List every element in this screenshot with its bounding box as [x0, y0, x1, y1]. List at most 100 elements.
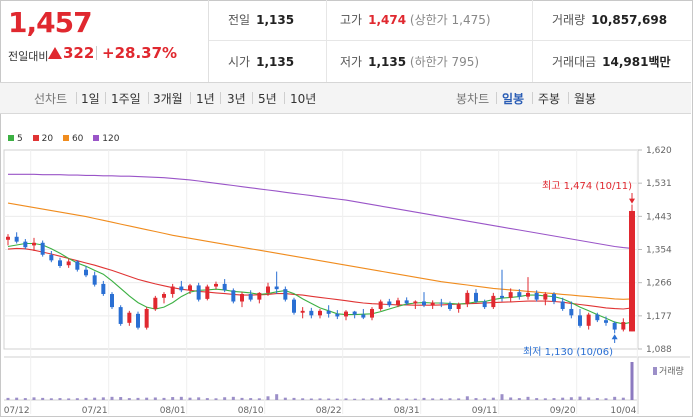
- candle-body: [517, 292, 522, 297]
- candle-body: [14, 236, 19, 242]
- period-5y[interactable]: 5년: [258, 92, 277, 106]
- volume-bar: [335, 398, 339, 400]
- candle-body: [482, 301, 487, 308]
- volume-bar: [214, 398, 218, 400]
- volume-bar: [32, 397, 36, 400]
- volume-bar: [153, 397, 157, 400]
- period-10y[interactable]: 10년: [290, 92, 317, 106]
- volume-bar: [630, 362, 634, 400]
- candle: [578, 308, 582, 328]
- candle-body: [75, 261, 80, 270]
- y-tick-label: 1,266: [646, 279, 672, 289]
- volume-bar: [275, 394, 279, 400]
- candle: [49, 250, 54, 263]
- candle: [604, 316, 608, 326]
- candle: [101, 280, 106, 296]
- volume-bar: [197, 397, 201, 400]
- volume-bar: [535, 398, 539, 400]
- candle: [387, 298, 392, 308]
- volume-bar: [15, 397, 19, 400]
- volume-bar: [379, 397, 383, 400]
- candle-body: [188, 285, 192, 291]
- candle-body: [552, 294, 556, 302]
- divider: [252, 92, 253, 104]
- candle-body: [543, 294, 548, 300]
- candle: [526, 277, 530, 300]
- candle-body: [240, 294, 244, 302]
- volume-bar: [561, 397, 565, 400]
- candle: [352, 310, 357, 319]
- period-1d[interactable]: 1일: [81, 92, 100, 106]
- candle-body: [231, 290, 236, 302]
- divider: [532, 0, 533, 82]
- volume-bar: [465, 396, 469, 400]
- candle: [292, 297, 296, 315]
- candle-body: [92, 275, 97, 285]
- candle-weekly[interactable]: 주봉: [538, 92, 561, 106]
- candle-body: [205, 286, 210, 299]
- volume-bar: [136, 397, 140, 400]
- period-3m[interactable]: 3개월: [153, 92, 183, 106]
- candle-body: [586, 314, 591, 326]
- candle: [58, 257, 62, 268]
- volume-bar: [500, 394, 504, 400]
- candle: [248, 290, 253, 302]
- candle: [396, 297, 400, 308]
- x-tick-label: 10/04: [610, 406, 636, 416]
- candle-body: [309, 310, 314, 316]
- candle: [500, 269, 504, 302]
- candle-body: [335, 313, 340, 317]
- candle: [370, 307, 374, 321]
- high-arrow-head: [629, 198, 635, 204]
- candle-body: [153, 297, 158, 309]
- volume-bar: [6, 397, 10, 400]
- divider: [76, 92, 77, 104]
- candle-body: [439, 302, 444, 304]
- volume-bar: [509, 397, 513, 400]
- candle-body: [404, 300, 409, 304]
- candle: [257, 292, 262, 304]
- low-annotation: 최저 1,130 (10/06): [523, 346, 613, 358]
- candle: [586, 312, 591, 330]
- candle: [266, 282, 270, 296]
- volume-bar: [283, 397, 287, 400]
- candle: [23, 239, 28, 250]
- candle: [144, 307, 149, 330]
- volume-bar: [587, 397, 591, 400]
- candle-body: [578, 315, 582, 326]
- x-tick-label: 08/31: [394, 406, 420, 416]
- candle-daily[interactable]: 일봉: [502, 92, 525, 106]
- candle-monthly[interactable]: 월봉: [574, 92, 597, 106]
- divider: [532, 92, 533, 104]
- candle-body: [422, 301, 426, 306]
- candle: [361, 308, 366, 320]
- candle-body: [629, 210, 635, 332]
- x-tick-label: 09/20: [550, 406, 576, 416]
- period-3y[interactable]: 3년: [227, 92, 246, 106]
- candle: [14, 232, 19, 244]
- period-1w[interactable]: 1주일: [111, 92, 141, 106]
- legend-swatch: [8, 135, 14, 141]
- candle-body: [300, 310, 305, 313]
- candle-body: [604, 320, 608, 323]
- candle: [214, 281, 218, 290]
- candle: [170, 283, 175, 298]
- candle-body: [110, 294, 114, 308]
- candle-body: [248, 294, 253, 300]
- period-1y[interactable]: 1년: [196, 92, 215, 106]
- candle: [404, 297, 409, 306]
- candle-body: [40, 242, 45, 255]
- high-annotation: 최고 1,474 (10/11): [542, 180, 632, 192]
- candle-body: [526, 292, 530, 297]
- candle: [110, 292, 114, 309]
- x-tick-label: 07/12: [4, 406, 30, 416]
- volume-bar: [93, 397, 97, 400]
- candle-body: [136, 313, 140, 328]
- candle-body: [84, 269, 88, 276]
- volume-bar: [569, 397, 573, 400]
- candle-body: [318, 310, 322, 316]
- low-price: 저가 1,135 (하한가 795): [340, 55, 480, 69]
- volume-label: 거래량: [659, 365, 684, 377]
- period-bar: 선차트 1일 1주일 3개월 1년 3년 5년 10년 봉차트 일봉 주봉 월봉: [0, 83, 691, 114]
- volume-bar: [41, 397, 45, 400]
